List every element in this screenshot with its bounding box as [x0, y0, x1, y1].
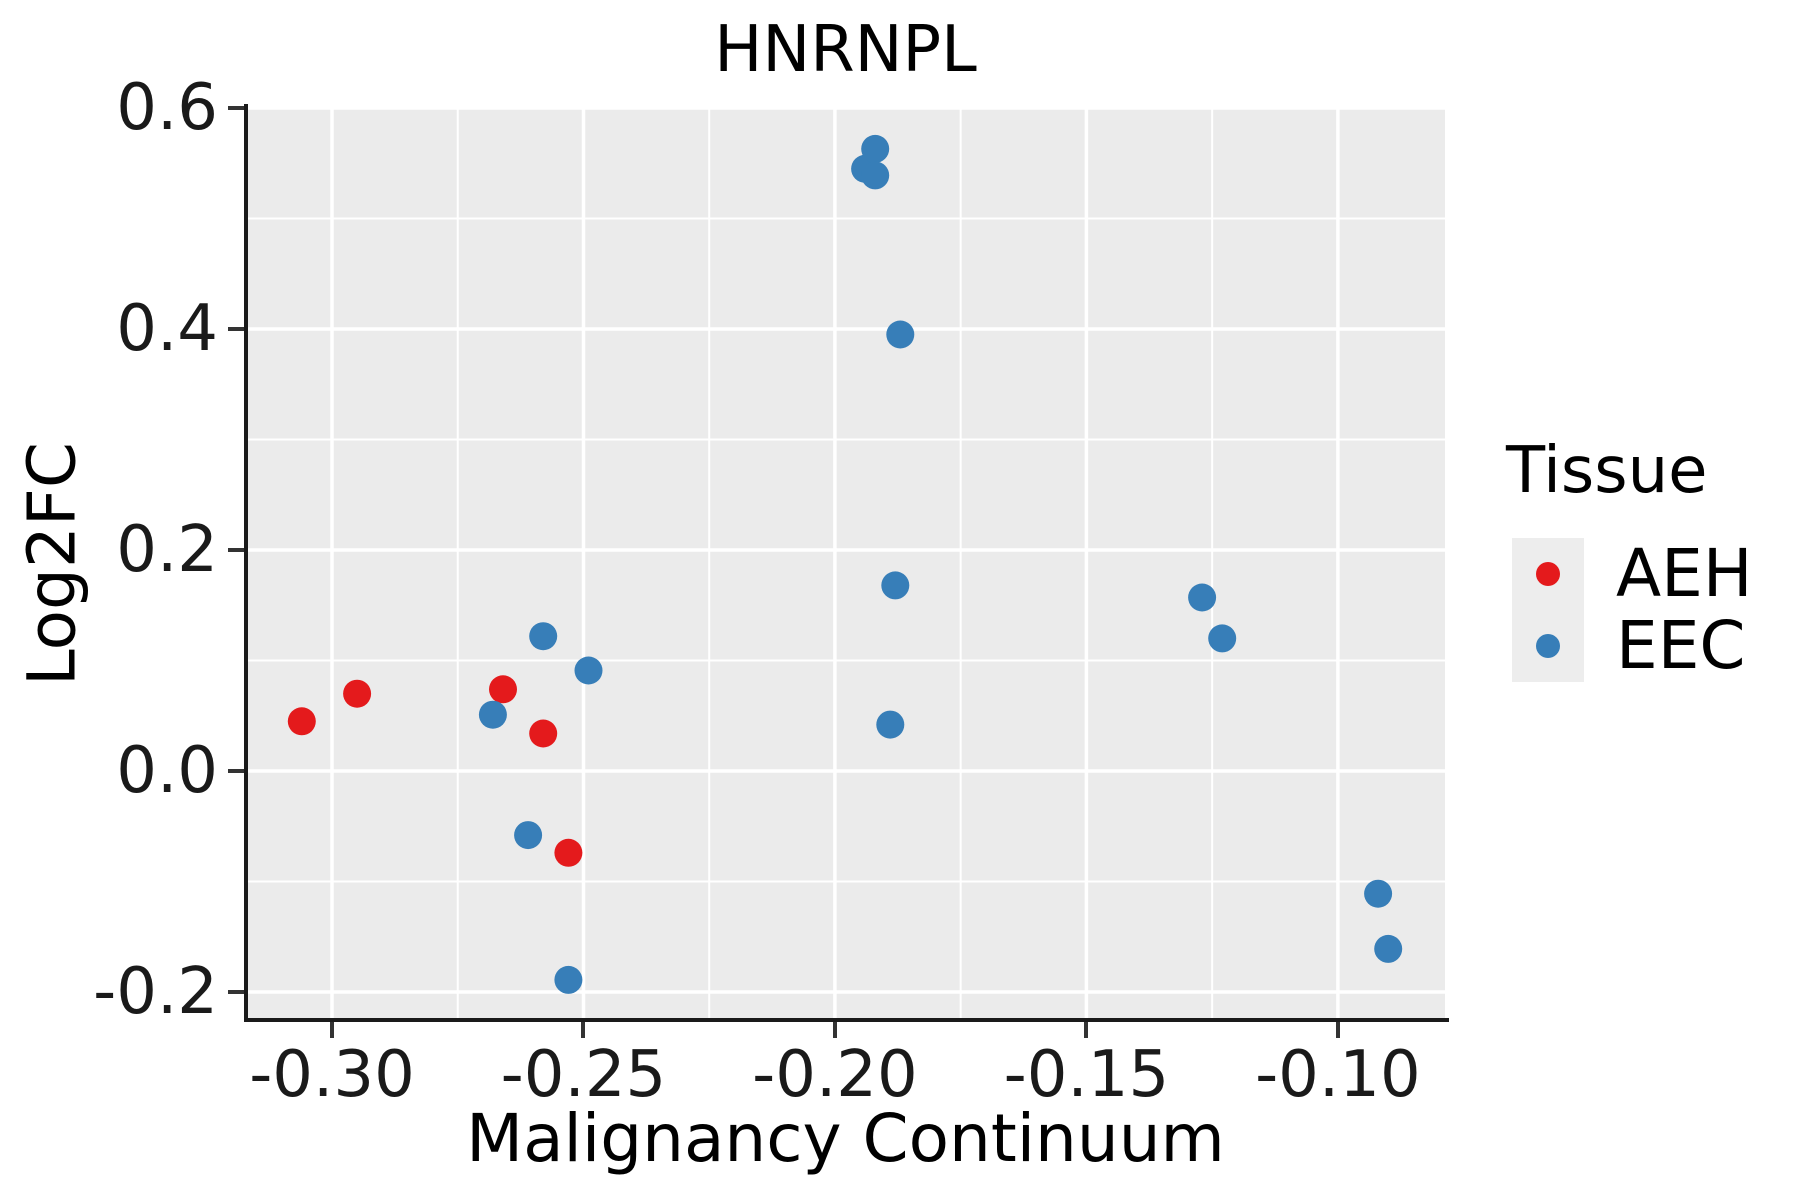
data-point-aeh [343, 679, 372, 708]
x-tick-mark [330, 1022, 334, 1038]
data-point-eec [1208, 624, 1237, 653]
data-point-aeh [489, 675, 517, 704]
legend-items: AEH EEC [1512, 538, 1800, 682]
y-tick-mark [228, 327, 244, 331]
x-tick-mark [1335, 1022, 1340, 1038]
legend-key-box [1512, 538, 1584, 610]
x-tick-label: -0.30 [249, 1038, 415, 1112]
y-tick-mark [228, 769, 244, 774]
data-point-eec [1364, 879, 1393, 908]
y-tick-label: 0.6 [116, 71, 218, 145]
x-tick-mark [832, 1022, 837, 1038]
data-point-eec [861, 161, 890, 190]
y-tick-mark [228, 548, 244, 553]
legend-item-aeh: AEH [1512, 538, 1800, 610]
x-tick-label: -0.20 [752, 1038, 918, 1112]
x-tick-mark [1084, 1022, 1089, 1038]
y-tick-label: 0.2 [116, 513, 218, 588]
data-point-eec [514, 821, 543, 850]
plot-panel [246, 106, 1445, 1020]
legend-title: Tissue [1506, 434, 1708, 508]
data-point-aeh [287, 707, 316, 736]
data-point-eec [876, 710, 905, 739]
x-tick-label: -0.25 [500, 1038, 667, 1112]
data-point-eec [1374, 934, 1403, 963]
data-point-eec [881, 571, 910, 600]
x-axis-line [244, 1018, 1449, 1022]
eec-dot-icon [1536, 634, 1560, 658]
y-axis-line [244, 104, 248, 1022]
legend-label-eec: EEC [1616, 607, 1746, 684]
y-tick-label: 0.0 [116, 734, 218, 809]
x-tick-label: -0.15 [1003, 1038, 1170, 1112]
legend-key-box [1512, 610, 1584, 682]
data-point-eec [1188, 583, 1217, 612]
y-tick-mark [228, 106, 244, 110]
x-tick-label: -0.10 [1255, 1038, 1421, 1112]
data-point-eec [529, 622, 558, 651]
data-point-eec [886, 320, 915, 349]
y-tick-mark [228, 990, 244, 995]
legend-item-eec: EEC [1512, 610, 1800, 682]
x-tick-mark [581, 1022, 586, 1038]
y-tick-label: -0.2 [93, 955, 218, 1030]
plot-title: HNRNPL [714, 13, 977, 87]
data-point-aeh [554, 838, 583, 867]
data-point-aeh [529, 719, 558, 748]
y-tick-label: 0.4 [116, 292, 218, 366]
data-point-eec [554, 965, 583, 994]
x-axis-title: Malignancy Continuum [466, 1100, 1225, 1177]
panel-canvas [246, 106, 1445, 1020]
data-point-eec [574, 656, 603, 685]
data-point-eec [478, 700, 507, 729]
data-point-eec [861, 134, 890, 163]
legend: Tissue AEH EEC [1500, 434, 1752, 682]
aeh-dot-icon [1536, 562, 1560, 586]
legend-label-aeh: AEH [1616, 535, 1753, 612]
